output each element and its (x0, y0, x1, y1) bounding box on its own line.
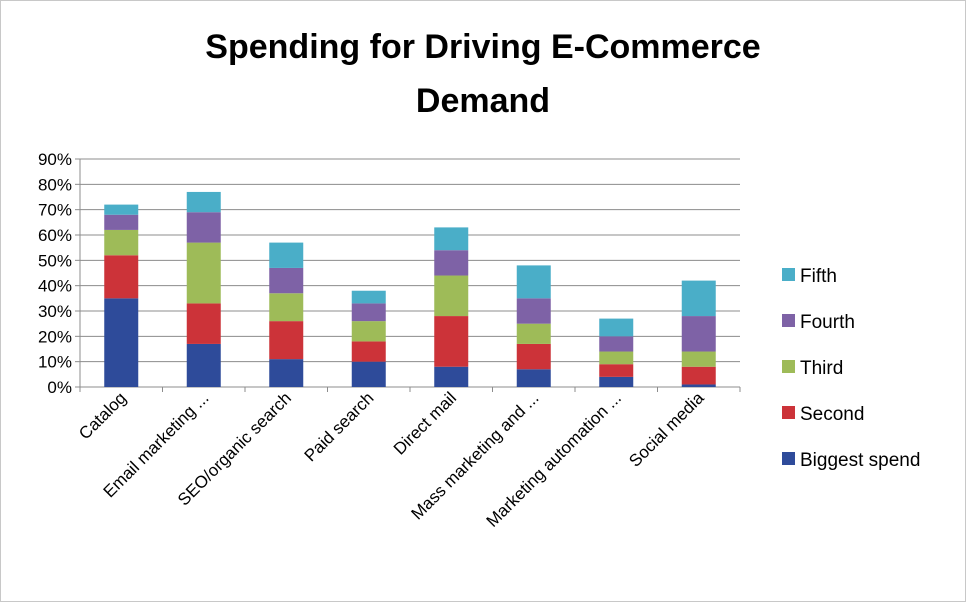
y-tick-label: 0% (47, 378, 72, 397)
y-tick-label: 50% (38, 251, 72, 270)
y-tick-label: 70% (38, 201, 72, 220)
bar-segment-fourth (681, 316, 716, 352)
bar-segment-second (186, 303, 221, 344)
bar-segment-biggest-spend (104, 298, 139, 387)
bar-segment-fourth (434, 250, 469, 276)
legend-label: Second (800, 404, 864, 425)
x-category-label: Direct mail (390, 388, 460, 458)
bar-segment-third (599, 351, 634, 365)
x-category-label: Paid search (301, 388, 378, 465)
bar-segment-second (516, 343, 551, 370)
legend-swatch-fifth (782, 268, 795, 281)
bar-segment-biggest-spend (351, 361, 386, 387)
y-tick-label: 10% (38, 353, 72, 372)
bar-segment-fourth (269, 267, 304, 294)
legend-swatch-biggest-spend (782, 452, 795, 465)
chart-title-line-2: Demand (415, 82, 551, 120)
bar-segment-fifth (104, 204, 139, 215)
bar-segment-fifth (681, 280, 716, 317)
bar-segment-biggest-spend (434, 366, 469, 387)
bar-segment-third (104, 229, 139, 256)
legend-label: Third (800, 358, 843, 379)
x-category-label: Marketing automation ... (483, 388, 625, 530)
bar-segment-second (104, 255, 139, 299)
legend-swatch-fourth (782, 314, 795, 327)
bar-segment-second (681, 366, 716, 385)
y-tick-label: 20% (38, 327, 72, 346)
bar-segment-biggest-spend (269, 359, 304, 387)
bar-segment-third (269, 293, 304, 322)
y-tick-label: 60% (38, 226, 72, 245)
bar-segment-biggest-spend (516, 369, 551, 387)
legend-label: Fifth (800, 266, 837, 287)
y-tick-label: 40% (38, 277, 72, 296)
bar-segment-fourth (516, 298, 551, 324)
bar-segment-second (434, 316, 469, 367)
bar-segment-second (599, 364, 634, 377)
chart-title-line-1: Spending for Driving E-Commerce (205, 28, 761, 66)
bar-segment-third (351, 321, 386, 342)
bar-segment-third (434, 275, 469, 317)
bar-segment-fifth (351, 290, 386, 304)
legend-label: Fourth (800, 312, 855, 333)
legend-swatch-second (782, 406, 795, 419)
bar-segment-biggest-spend (186, 343, 221, 387)
bar-segment-fifth (516, 265, 551, 299)
bar-segment-second (269, 321, 304, 360)
bar-segment-third (186, 242, 221, 304)
x-category-label: Catalog (75, 388, 130, 443)
y-tick-label: 90% (38, 150, 72, 169)
bar-segment-fourth (599, 336, 634, 352)
bar-segment-fourth (104, 214, 139, 230)
bar-segment-fifth (186, 191, 221, 213)
bar-segment-third (681, 351, 716, 367)
bar-segment-fifth (269, 242, 304, 268)
legend-swatch-third (782, 360, 795, 373)
bar-segment-fourth (351, 303, 386, 322)
bar-segment-fourth (186, 212, 221, 243)
bar-segment-third (516, 323, 551, 344)
bar-segment-fifth (434, 227, 469, 251)
bar-segment-fifth (599, 318, 634, 337)
bar-segment-biggest-spend (599, 376, 634, 387)
y-tick-label: 30% (38, 302, 72, 321)
y-tick-label: 80% (38, 175, 72, 194)
bar-segment-second (351, 341, 386, 362)
bar-segment-biggest-spend (681, 384, 716, 387)
legend-label: Biggest spend (800, 450, 920, 471)
x-category-label: Social media (625, 388, 708, 471)
